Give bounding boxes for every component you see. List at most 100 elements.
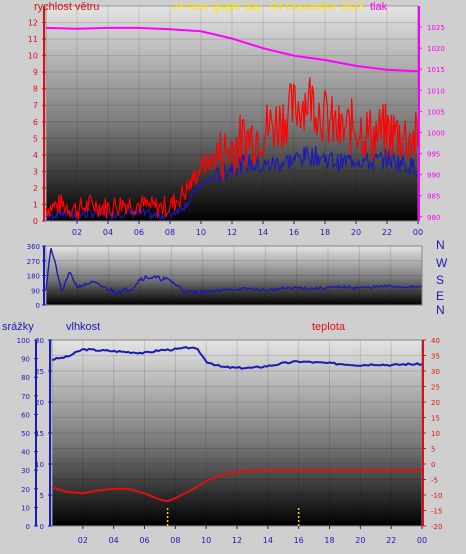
y-tick-label: 2 (33, 184, 38, 193)
rain-tick-label: 0 (26, 523, 30, 531)
x-tick-label: 18 (320, 228, 330, 237)
humidity-tick-label: 10 (35, 461, 44, 469)
y-tick-label: 12 (28, 19, 38, 28)
x-tick-label: 06 (134, 228, 144, 237)
x-tick-label: 00 (417, 304, 427, 313)
y-tick-label: 10 (28, 52, 38, 61)
temperature-tick-label: -15 (431, 508, 442, 516)
y2-tick-label: 1000 (427, 129, 445, 137)
y-tick-label: 4 (33, 151, 38, 160)
y2-tick-label: 1005 (427, 108, 445, 116)
temperature-tick-label: -20 (431, 523, 442, 531)
temperature-tick-label: 40 (431, 337, 440, 345)
rain-tick-label: 100 (17, 337, 30, 345)
series-direction-line (45, 248, 423, 296)
x-tick-label: 20 (355, 536, 365, 545)
temperature-tick-label: 15 (431, 415, 440, 423)
x-tick-label: 12 (227, 228, 237, 237)
y2-tick-label: 990 (427, 172, 440, 180)
temperature-tick-label: 25 (431, 384, 440, 392)
compass-west: W (436, 256, 448, 270)
x-tick-label: 22 (382, 228, 392, 237)
temperature-tick-label: 0 (431, 461, 435, 469)
wind-direction-chart: 0 90 180 270 360 02 04 06 08 10 12 14 16 18 20 22 00 (27, 243, 427, 313)
rain-tick-label: 10 (21, 504, 30, 512)
chart-title: 24 hour graph day : 04 December 2023 (172, 1, 365, 13)
y-tick-label: 0 (36, 302, 40, 310)
x-tick-label: 06 (135, 304, 145, 313)
x-tick-label: 16 (292, 304, 302, 313)
x-tick-label: 02 (78, 536, 88, 545)
x-tick-label: 14 (260, 304, 270, 313)
y-tick-label: 90 (31, 287, 40, 295)
series-temperature-line (51, 469, 422, 503)
y-tick-label: 7 (33, 101, 38, 110)
x-tick-label: 20 (351, 228, 361, 237)
humidity-temperature-chart: 0 10 20 30 40 50 60 70 80 90 100 0 5 10 15 20 25 30 -20 -15… (17, 337, 443, 545)
pressure-axis-title: tlak (370, 1, 388, 13)
x-tick-label: 04 (109, 536, 119, 545)
wind-speed-axis-title: rychlost větru (34, 1, 100, 13)
y-tick-label: 360 (27, 243, 40, 251)
rain-axis-title: srážky (2, 321, 34, 333)
x-tick-label: 16 (294, 536, 304, 545)
compass-south: S (436, 273, 445, 287)
x-tick-label: 08 (170, 536, 180, 545)
wind-pressure-chart: 0123456789101112980985990995100010051010… (28, 5, 445, 237)
rain-tick-label: 60 (21, 411, 30, 419)
temperature-tick-label: -5 (431, 477, 438, 485)
x-tick-label: 08 (166, 304, 176, 313)
series-wind-line (45, 146, 419, 222)
temperature-tick-label: 10 (431, 430, 440, 438)
y2-tick-label: 1010 (427, 87, 445, 95)
x-tick-label: 04 (104, 304, 114, 313)
temperature-tick-label: 35 (431, 353, 440, 361)
x-tick-label: 02 (72, 304, 82, 313)
y-tick-label: 8 (33, 85, 38, 94)
temperature-tick-label: 20 (431, 399, 440, 407)
series-gust-line (45, 77, 419, 220)
rain-tick-label: 40 (21, 449, 30, 457)
y2-tick-label: 1020 (427, 45, 445, 53)
x-tick-label: 06 (139, 536, 149, 545)
humidity-tick-label: 25 (35, 368, 44, 376)
rain-tick-label: 90 (21, 356, 30, 364)
x-tick-label: 18 (323, 304, 333, 313)
x-tick-label: 18 (324, 536, 334, 545)
y2-tick-label: 1025 (427, 24, 445, 32)
rain-tick-label: 80 (21, 374, 30, 382)
humidity-tick-label: 5 (40, 492, 44, 500)
y-tick-label: 11 (28, 35, 38, 44)
rain-tick-label: 30 (21, 467, 30, 475)
x-tick-label: 14 (263, 536, 273, 545)
plot-area (51, 339, 423, 527)
compass-north-top: N (436, 238, 445, 252)
y2-tick-label: 1015 (427, 66, 445, 74)
x-tick-label: 10 (196, 228, 206, 237)
y2-tick-label: 995 (427, 151, 440, 159)
rain-tick-label: 50 (21, 430, 30, 438)
x-tick-label: 20 (354, 304, 364, 313)
rain-tick-label: 20 (21, 486, 30, 494)
x-tick-label: 22 (386, 304, 396, 313)
humidity-tick-label: 15 (35, 430, 44, 438)
rain-tick-label: 70 (21, 393, 30, 401)
plot-area (45, 5, 419, 222)
temperature-tick-label: -10 (431, 492, 442, 500)
y-tick-label: 5 (33, 134, 38, 143)
humidity-tick-label: 30 (35, 337, 44, 345)
x-tick-label: 08 (165, 228, 175, 237)
x-tick-label: 10 (198, 304, 208, 313)
humidity-axis-title: vlhkost (66, 321, 101, 333)
compass-east: E (436, 289, 445, 303)
x-tick-label: 00 (413, 228, 423, 237)
x-tick-label: 02 (72, 228, 82, 237)
y-tick-label: 0 (33, 217, 38, 226)
x-tick-label: 12 (229, 304, 239, 313)
series-humidity-line (51, 346, 423, 370)
y-tick-label: 3 (33, 167, 38, 176)
y-tick-label: 9 (33, 68, 38, 77)
x-tick-label: 14 (258, 228, 268, 237)
